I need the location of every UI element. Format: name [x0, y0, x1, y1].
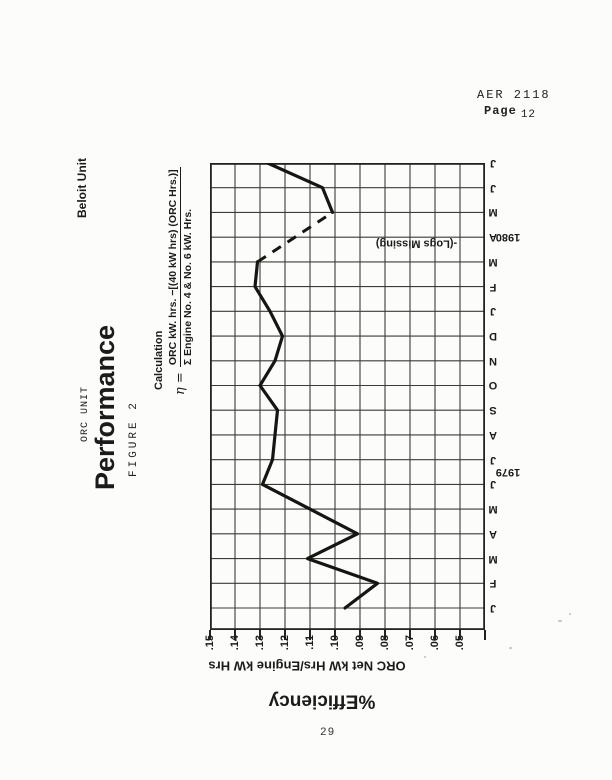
- scan-artifact: [569, 613, 571, 615]
- scan-artifact: [424, 656, 426, 658]
- figure-title: Performance: [90, 324, 120, 490]
- doc-page-number: 12: [520, 109, 537, 121]
- formula-denominator: Σ Engine No. 4 & No. 6 kW. Hrs.: [182, 208, 194, 366]
- doc-ref: AER 2118: [477, 88, 551, 102]
- month-label: J: [489, 602, 497, 614]
- page-number-bottom: 29: [320, 727, 336, 739]
- data-line-dashed: [256, 211, 334, 264]
- data-line-solid: [253, 161, 380, 610]
- month-label: A: [489, 428, 497, 441]
- calculation-heading: Calculation: [153, 330, 165, 390]
- month-label: O: [488, 379, 498, 392]
- scan-artifact: [509, 647, 512, 649]
- doc-page-label: Page 12: [484, 104, 535, 121]
- y-tick-label: .07: [404, 635, 416, 651]
- year-label: 1980: [495, 231, 521, 244]
- y-tick-label: .13: [254, 635, 266, 651]
- y-tick-label: .09: [354, 635, 366, 651]
- y-tick-label: .05: [454, 635, 466, 651]
- formula-fraction: ORC kW. hrs. −[(40 kW hrs) (ORC Hrs.)] Σ…: [167, 167, 194, 368]
- plot-area: [209, 161, 486, 631]
- doc-page-word: Page: [484, 104, 517, 118]
- y-tick-label: .06: [429, 635, 441, 651]
- unit-name: Beloit Unit: [75, 158, 89, 218]
- y-tick-label: .14: [229, 635, 241, 651]
- y-tick-label: .11: [304, 635, 316, 650]
- month-label: A: [489, 527, 497, 540]
- plot-border: [209, 162, 486, 631]
- month-label: J: [489, 181, 497, 194]
- y-tick: [484, 630, 486, 640]
- y-tick-label: .08: [379, 635, 391, 651]
- month-label: F: [489, 280, 497, 293]
- month-label: F: [489, 577, 497, 590]
- figure-label: FIGURE 2: [128, 400, 140, 477]
- month-label: J: [489, 478, 497, 491]
- formula-numerator: ORC kW. hrs. −[(40 kW hrs) (ORC Hrs.)]: [167, 167, 181, 368]
- y-tick-label: .10: [329, 635, 341, 651]
- month-label: M: [488, 206, 498, 219]
- scan-artifact: [558, 620, 562, 622]
- chart: ORC Net kW Hrs/Engine kW Hrs %Efficiency…: [204, 155, 550, 715]
- month-label: M: [488, 552, 498, 565]
- figure-header: ORC UNIT Performance FIGURE 2 Beloit Uni…: [75, 145, 207, 490]
- y-tick-label: .12: [279, 635, 291, 651]
- efficiency-formula: η = ORC kW. hrs. −[(40 kW hrs) (ORC Hrs.…: [167, 167, 194, 395]
- year-label: 1979: [495, 466, 521, 478]
- month-label: M: [488, 503, 498, 516]
- month-label: S: [489, 404, 497, 417]
- y-tick-label: .15: [204, 635, 216, 651]
- month-label: M: [488, 255, 498, 268]
- month-label: N: [489, 354, 497, 367]
- y-axis-title-primary: %Efficiency: [268, 690, 376, 712]
- logs-missing-annotation: -(Logs Missing): [375, 237, 458, 250]
- formula-lhs: η =: [173, 372, 188, 395]
- plot-svg: [209, 161, 486, 631]
- month-label: D: [489, 330, 497, 343]
- month-label: J: [489, 157, 497, 169]
- month-label: J: [489, 305, 497, 318]
